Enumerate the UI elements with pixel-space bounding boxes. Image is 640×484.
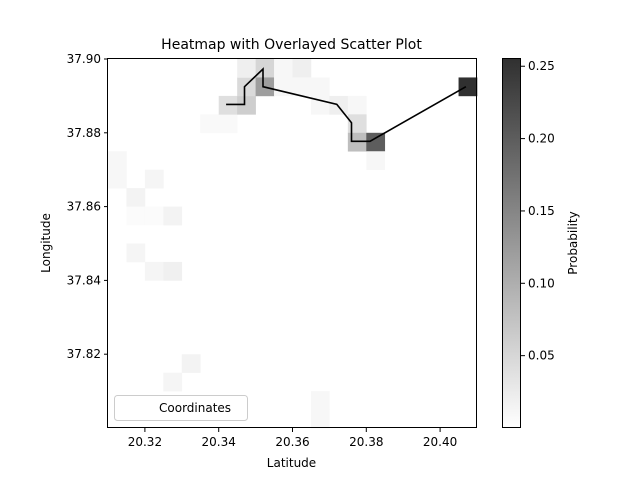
heatmap-cell: [255, 59, 275, 78]
heatmap-cell: [126, 243, 146, 263]
y-tick-label: 37.86: [67, 200, 101, 214]
heatmap-cell: [181, 354, 201, 373]
heatmap-cell: [144, 261, 164, 281]
colorbar-tick-label: 0.25: [528, 59, 555, 73]
x-tick-label: 20.32: [128, 435, 162, 449]
heatmap-cells: [108, 59, 478, 429]
heatmap-cell: [126, 206, 146, 226]
heatmap-cell: [347, 95, 367, 115]
chart-title: Heatmap with Overlayed Scatter Plot: [161, 37, 422, 53]
colorbar: [502, 58, 521, 428]
heatmap-cell: [237, 59, 256, 78]
heatmap-cell: [218, 95, 238, 115]
heatmap-cell: [144, 169, 164, 189]
heatmap-cell: [274, 77, 293, 97]
x-tick-label: 20.40: [423, 435, 457, 449]
legend-box: [114, 395, 248, 421]
heatmap-cell: [347, 132, 367, 152]
y-axis-label: Longitude: [39, 213, 53, 273]
y-axis-ticks: 37.82 37.84 37.86 37.88 37.90: [67, 52, 108, 361]
x-tick-label: 20.34: [202, 435, 236, 449]
heatmap-cell: [144, 206, 164, 226]
heatmap-cell: [163, 261, 183, 281]
colorbar-tick-label: 0.20: [528, 132, 555, 146]
x-tick-label: 20.36: [275, 435, 309, 449]
colorbar-tick-label: 0.10: [528, 276, 555, 290]
heatmap-cell: [292, 59, 312, 78]
x-tick-label: 20.38: [349, 435, 383, 449]
y-tick-label: 37.88: [67, 126, 101, 140]
heatmap-cell: [200, 114, 219, 134]
heatmap-cell: [237, 77, 256, 97]
heatmap-cell: [163, 372, 183, 392]
colorbar-tick-label: 0.15: [528, 204, 555, 218]
legend: Coordinates: [114, 395, 248, 421]
y-tick-label: 37.90: [67, 52, 101, 66]
heatmap-cell: [108, 151, 127, 170]
heatmap-cell: [310, 409, 330, 429]
heatmap-cell: [126, 188, 146, 207]
heatmap-cell: [310, 391, 330, 410]
y-tick-label: 37.84: [67, 273, 101, 287]
heatmap-cell: [347, 114, 367, 134]
colorbar-tick-label: 0.05: [528, 349, 555, 363]
legend-entry-coordinates: Coordinates: [159, 401, 231, 415]
plot-frame: [107, 58, 477, 428]
y-tick-label: 37.82: [67, 347, 101, 361]
heatmap-cell: [292, 77, 312, 97]
heatmap-cell: [458, 77, 478, 97]
heatmap-cell: [310, 95, 330, 115]
heatmap-cell: [237, 95, 256, 115]
colorbar-ticks: 0.05 0.10 0.15 0.20 0.25: [521, 59, 555, 363]
heatmap-cell: [366, 151, 386, 170]
coordinates-line: [226, 67, 467, 143]
x-axis-ticks: 20.32 20.34 20.36 20.38 20.40: [128, 428, 457, 449]
heatmap-cell: [366, 132, 386, 152]
heatmap-cell: [218, 114, 238, 134]
heatmap-cell: [108, 169, 127, 189]
heatmap-cell: [274, 59, 293, 78]
x-axis-label: Latitude: [267, 456, 316, 470]
colorbar-label: Probability: [566, 211, 580, 274]
heatmap-cell: [329, 95, 349, 115]
heatmap-cell: [163, 206, 183, 226]
heatmap-cell: [310, 77, 330, 97]
